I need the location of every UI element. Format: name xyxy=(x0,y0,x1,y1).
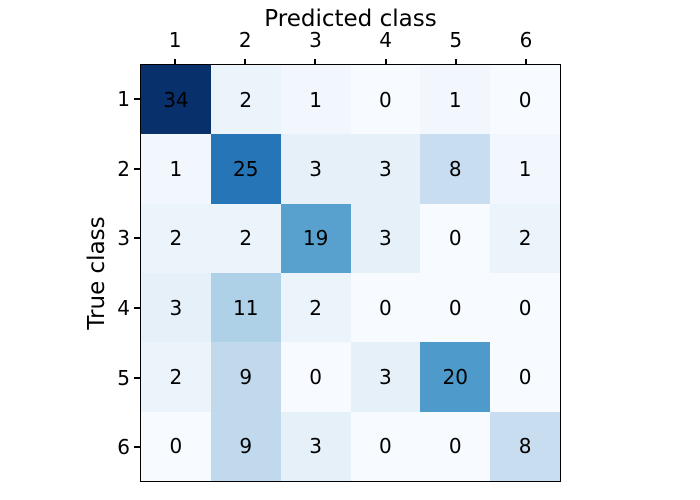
heatmap-cell-r2-c2: 25 xyxy=(210,134,281,204)
heatmap-grid: 34 2 1 0 1 0 1 25 3 3 8 1 2 2 19 3 0 2 3 11 2 0 0 0 2 9 0 3 20 0 0 9 3 0 0… xyxy=(140,64,561,482)
heatmap-cell-r3-c5: 0 xyxy=(420,203,491,273)
heatmap-cell-r4-c6: 0 xyxy=(490,273,560,343)
x-tick-mark-5 xyxy=(421,59,491,64)
x-axis-tick-marks xyxy=(140,59,561,64)
x-axis-tick-labels: 1 2 3 4 5 6 xyxy=(140,27,561,53)
heatmap-cell-r5-c6: 0 xyxy=(490,342,560,412)
x-tick-label-3: 3 xyxy=(309,28,322,52)
y-tick-label-6: 6 xyxy=(117,435,130,460)
heatmap-cell-r3-c6: 2 xyxy=(490,203,560,273)
y-tick-mark-4 xyxy=(134,273,140,343)
heatmap-cell-r5-c3: 0 xyxy=(280,342,351,412)
x-tick-label-6: 6 xyxy=(519,28,533,52)
y-tick-mark-3 xyxy=(134,203,140,273)
x-tick-label-5: 5 xyxy=(449,28,463,52)
heatmap-cell-r4-c4: 0 xyxy=(350,273,421,343)
heatmap-cell-r3-c2: 2 xyxy=(210,203,281,273)
y-tick-label-4: 4 xyxy=(117,295,130,320)
y-tick-label-2: 2 xyxy=(117,156,130,181)
heatmap-cell-r6-c5: 0 xyxy=(420,411,491,481)
heatmap-cell-r2-c1: 1 xyxy=(141,134,211,204)
y-tick-mark-5 xyxy=(134,343,140,413)
y-axis-tick-marks xyxy=(134,64,140,482)
heatmap-cell-r2-c4: 3 xyxy=(350,134,421,204)
heatmap-cell-r1-c4: 0 xyxy=(350,65,421,135)
x-tick-label-4: 4 xyxy=(379,28,392,52)
heatmap-cell-r4-c1: 3 xyxy=(141,273,211,343)
heatmap-cell-r1-c3: 1 xyxy=(280,65,351,135)
x-axis-label: Predicted class xyxy=(264,6,437,32)
heatmap-cell-r3-c3: 19 xyxy=(280,203,351,273)
heatmap-cell-r1-c5: 1 xyxy=(420,65,491,135)
heatmap-cell-r2-c3: 3 xyxy=(280,134,351,204)
x-tick-mark-1 xyxy=(140,59,210,64)
y-tick-label-3: 3 xyxy=(117,226,130,251)
x-tick-label-2: 2 xyxy=(238,28,252,52)
heatmap-cell-r4-c5: 0 xyxy=(420,273,491,343)
heatmap-cell-r4-c2: 11 xyxy=(210,273,281,343)
heatmap-cell-r2-c6: 1 xyxy=(490,134,560,204)
heatmap-cell-r6-c1: 0 xyxy=(141,411,211,481)
heatmap-cell-r6-c4: 0 xyxy=(350,411,421,481)
y-axis-tick-labels: 1 2 3 4 5 6 xyxy=(58,64,130,482)
heatmap-cell-r3-c1: 2 xyxy=(141,203,211,273)
heatmap-cell-r3-c4: 3 xyxy=(350,203,421,273)
y-tick-label-5: 5 xyxy=(117,365,130,390)
heatmap-cell-r6-c2: 9 xyxy=(210,411,281,481)
heatmap-cell-r6-c3: 3 xyxy=(280,411,351,481)
heatmap-cell-r1-c1: 34 xyxy=(141,65,211,135)
heatmap-cell-r1-c2: 2 xyxy=(210,65,281,135)
y-tick-label-1: 1 xyxy=(117,86,130,111)
heatmap-cell-r2-c5: 8 xyxy=(420,134,491,204)
y-tick-mark-1 xyxy=(134,64,140,134)
heatmap-cell-r5-c5: 20 xyxy=(420,342,491,412)
y-tick-mark-2 xyxy=(134,134,140,204)
heatmap-cell-r1-c6: 0 xyxy=(490,65,560,135)
y-tick-mark-6 xyxy=(134,412,140,482)
x-tick-mark-2 xyxy=(210,59,280,64)
heatmap-cell-r5-c4: 3 xyxy=(350,342,421,412)
x-tick-mark-6 xyxy=(491,59,561,64)
heatmap-cell-r6-c6: 8 xyxy=(490,411,560,481)
x-tick-mark-3 xyxy=(280,59,350,64)
heatmap-cell-r5-c2: 9 xyxy=(210,342,281,412)
heatmap-cell-r5-c1: 2 xyxy=(141,342,211,412)
x-tick-mark-4 xyxy=(351,59,421,64)
x-tick-label-1: 1 xyxy=(168,28,182,52)
heatmap-cell-r4-c3: 2 xyxy=(280,273,351,343)
